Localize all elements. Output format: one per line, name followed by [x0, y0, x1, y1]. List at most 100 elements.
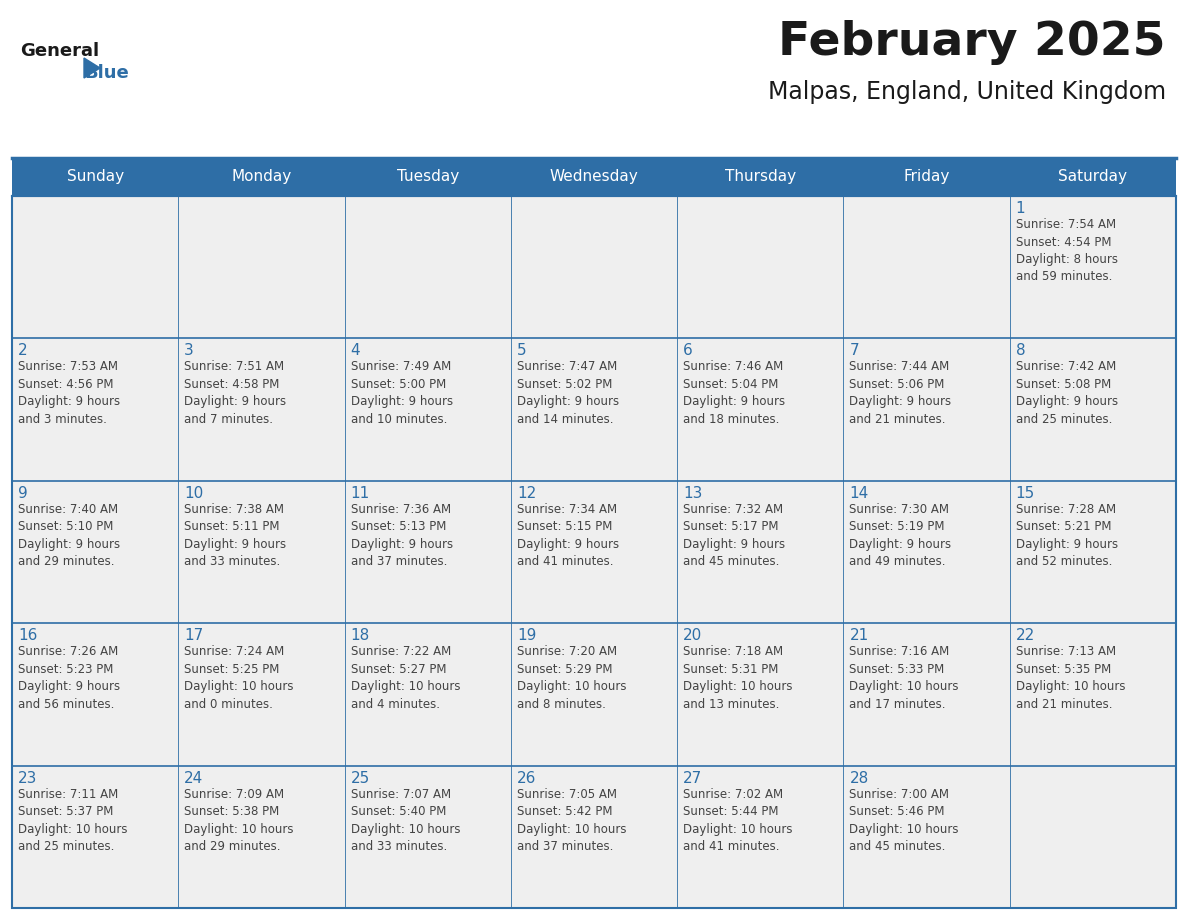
Text: Sunrise: 7:40 AM
Sunset: 5:10 PM
Daylight: 9 hours
and 29 minutes.: Sunrise: 7:40 AM Sunset: 5:10 PM Dayligh…: [18, 503, 120, 568]
Bar: [178, 623, 345, 766]
Bar: [12, 158, 1176, 196]
Text: 12: 12: [517, 486, 536, 501]
Bar: [677, 481, 843, 623]
Text: 9: 9: [18, 486, 27, 501]
Polygon shape: [84, 58, 100, 78]
Bar: [511, 766, 677, 908]
Bar: [345, 196, 511, 339]
Bar: [677, 196, 843, 339]
Text: 25: 25: [350, 770, 369, 786]
Bar: [345, 623, 511, 766]
Text: 10: 10: [184, 486, 203, 501]
Text: 20: 20: [683, 628, 702, 644]
Bar: [178, 481, 345, 623]
Bar: [511, 481, 677, 623]
Text: Sunrise: 7:47 AM
Sunset: 5:02 PM
Daylight: 9 hours
and 14 minutes.: Sunrise: 7:47 AM Sunset: 5:02 PM Dayligh…: [517, 361, 619, 426]
Bar: [677, 623, 843, 766]
Bar: [843, 481, 1010, 623]
Bar: [178, 766, 345, 908]
Text: 14: 14: [849, 486, 868, 501]
Bar: [12, 623, 178, 766]
Text: Sunrise: 7:26 AM
Sunset: 5:23 PM
Daylight: 9 hours
and 56 minutes.: Sunrise: 7:26 AM Sunset: 5:23 PM Dayligh…: [18, 645, 120, 711]
Text: Thursday: Thursday: [725, 170, 796, 185]
Bar: [1010, 766, 1176, 908]
Text: Sunrise: 7:42 AM
Sunset: 5:08 PM
Daylight: 9 hours
and 25 minutes.: Sunrise: 7:42 AM Sunset: 5:08 PM Dayligh…: [1016, 361, 1118, 426]
Bar: [12, 196, 1176, 908]
Text: Sunrise: 7:20 AM
Sunset: 5:29 PM
Daylight: 10 hours
and 8 minutes.: Sunrise: 7:20 AM Sunset: 5:29 PM Dayligh…: [517, 645, 626, 711]
Text: Sunrise: 7:07 AM
Sunset: 5:40 PM
Daylight: 10 hours
and 33 minutes.: Sunrise: 7:07 AM Sunset: 5:40 PM Dayligh…: [350, 788, 460, 853]
Text: 18: 18: [350, 628, 369, 644]
Text: Sunrise: 7:44 AM
Sunset: 5:06 PM
Daylight: 9 hours
and 21 minutes.: Sunrise: 7:44 AM Sunset: 5:06 PM Dayligh…: [849, 361, 952, 426]
Text: Sunrise: 7:00 AM
Sunset: 5:46 PM
Daylight: 10 hours
and 45 minutes.: Sunrise: 7:00 AM Sunset: 5:46 PM Dayligh…: [849, 788, 959, 853]
Bar: [345, 339, 511, 481]
Text: 4: 4: [350, 343, 360, 358]
Text: 17: 17: [184, 628, 203, 644]
Text: Sunrise: 7:28 AM
Sunset: 5:21 PM
Daylight: 9 hours
and 52 minutes.: Sunrise: 7:28 AM Sunset: 5:21 PM Dayligh…: [1016, 503, 1118, 568]
Bar: [511, 196, 677, 339]
Text: Blue: Blue: [84, 64, 128, 82]
Text: Malpas, England, United Kingdom: Malpas, England, United Kingdom: [767, 80, 1165, 104]
Text: 8: 8: [1016, 343, 1025, 358]
Text: Sunrise: 7:38 AM
Sunset: 5:11 PM
Daylight: 9 hours
and 33 minutes.: Sunrise: 7:38 AM Sunset: 5:11 PM Dayligh…: [184, 503, 286, 568]
Text: 1: 1: [1016, 201, 1025, 216]
Bar: [178, 339, 345, 481]
Text: Sunrise: 7:09 AM
Sunset: 5:38 PM
Daylight: 10 hours
and 29 minutes.: Sunrise: 7:09 AM Sunset: 5:38 PM Dayligh…: [184, 788, 293, 853]
Text: February 2025: February 2025: [778, 20, 1165, 65]
Text: Friday: Friday: [903, 170, 949, 185]
Text: Sunrise: 7:46 AM
Sunset: 5:04 PM
Daylight: 9 hours
and 18 minutes.: Sunrise: 7:46 AM Sunset: 5:04 PM Dayligh…: [683, 361, 785, 426]
Text: 26: 26: [517, 770, 536, 786]
Text: Sunrise: 7:16 AM
Sunset: 5:33 PM
Daylight: 10 hours
and 17 minutes.: Sunrise: 7:16 AM Sunset: 5:33 PM Dayligh…: [849, 645, 959, 711]
Bar: [12, 196, 178, 339]
Text: Sunrise: 7:34 AM
Sunset: 5:15 PM
Daylight: 9 hours
and 41 minutes.: Sunrise: 7:34 AM Sunset: 5:15 PM Dayligh…: [517, 503, 619, 568]
Text: Sunrise: 7:13 AM
Sunset: 5:35 PM
Daylight: 10 hours
and 21 minutes.: Sunrise: 7:13 AM Sunset: 5:35 PM Dayligh…: [1016, 645, 1125, 711]
Text: Sunrise: 7:18 AM
Sunset: 5:31 PM
Daylight: 10 hours
and 13 minutes.: Sunrise: 7:18 AM Sunset: 5:31 PM Dayligh…: [683, 645, 792, 711]
Text: Tuesday: Tuesday: [397, 170, 459, 185]
Text: Sunrise: 7:54 AM
Sunset: 4:54 PM
Daylight: 8 hours
and 59 minutes.: Sunrise: 7:54 AM Sunset: 4:54 PM Dayligh…: [1016, 218, 1118, 284]
Text: Wednesday: Wednesday: [550, 170, 638, 185]
Text: Sunrise: 7:51 AM
Sunset: 4:58 PM
Daylight: 9 hours
and 7 minutes.: Sunrise: 7:51 AM Sunset: 4:58 PM Dayligh…: [184, 361, 286, 426]
Bar: [345, 481, 511, 623]
Bar: [1010, 481, 1176, 623]
Text: Sunrise: 7:30 AM
Sunset: 5:19 PM
Daylight: 9 hours
and 49 minutes.: Sunrise: 7:30 AM Sunset: 5:19 PM Dayligh…: [849, 503, 952, 568]
Text: Sunrise: 7:02 AM
Sunset: 5:44 PM
Daylight: 10 hours
and 41 minutes.: Sunrise: 7:02 AM Sunset: 5:44 PM Dayligh…: [683, 788, 792, 853]
Bar: [12, 766, 178, 908]
Text: Sunrise: 7:22 AM
Sunset: 5:27 PM
Daylight: 10 hours
and 4 minutes.: Sunrise: 7:22 AM Sunset: 5:27 PM Dayligh…: [350, 645, 460, 711]
Bar: [677, 766, 843, 908]
Text: 19: 19: [517, 628, 536, 644]
Text: 11: 11: [350, 486, 369, 501]
Bar: [511, 339, 677, 481]
Text: Monday: Monday: [232, 170, 291, 185]
Text: 28: 28: [849, 770, 868, 786]
Text: 16: 16: [18, 628, 37, 644]
Text: Sunday: Sunday: [67, 170, 124, 185]
Bar: [843, 196, 1010, 339]
Text: Sunrise: 7:24 AM
Sunset: 5:25 PM
Daylight: 10 hours
and 0 minutes.: Sunrise: 7:24 AM Sunset: 5:25 PM Dayligh…: [184, 645, 293, 711]
Text: 2: 2: [18, 343, 27, 358]
Text: General: General: [20, 42, 99, 60]
Bar: [12, 339, 178, 481]
Text: 21: 21: [849, 628, 868, 644]
Text: 7: 7: [849, 343, 859, 358]
Text: Sunrise: 7:32 AM
Sunset: 5:17 PM
Daylight: 9 hours
and 45 minutes.: Sunrise: 7:32 AM Sunset: 5:17 PM Dayligh…: [683, 503, 785, 568]
Text: 27: 27: [683, 770, 702, 786]
Text: 3: 3: [184, 343, 194, 358]
Bar: [511, 623, 677, 766]
Bar: [1010, 196, 1176, 339]
Bar: [12, 481, 178, 623]
Text: 22: 22: [1016, 628, 1035, 644]
Text: Sunrise: 7:36 AM
Sunset: 5:13 PM
Daylight: 9 hours
and 37 minutes.: Sunrise: 7:36 AM Sunset: 5:13 PM Dayligh…: [350, 503, 453, 568]
Text: 13: 13: [683, 486, 702, 501]
Bar: [843, 766, 1010, 908]
Text: 24: 24: [184, 770, 203, 786]
Text: Sunrise: 7:11 AM
Sunset: 5:37 PM
Daylight: 10 hours
and 25 minutes.: Sunrise: 7:11 AM Sunset: 5:37 PM Dayligh…: [18, 788, 127, 853]
Bar: [1010, 339, 1176, 481]
Bar: [677, 339, 843, 481]
Text: 23: 23: [18, 770, 37, 786]
Text: 15: 15: [1016, 486, 1035, 501]
Bar: [843, 623, 1010, 766]
Text: Sunrise: 7:05 AM
Sunset: 5:42 PM
Daylight: 10 hours
and 37 minutes.: Sunrise: 7:05 AM Sunset: 5:42 PM Dayligh…: [517, 788, 626, 853]
Text: Sunrise: 7:53 AM
Sunset: 4:56 PM
Daylight: 9 hours
and 3 minutes.: Sunrise: 7:53 AM Sunset: 4:56 PM Dayligh…: [18, 361, 120, 426]
Text: 5: 5: [517, 343, 526, 358]
Text: 6: 6: [683, 343, 693, 358]
Bar: [178, 196, 345, 339]
